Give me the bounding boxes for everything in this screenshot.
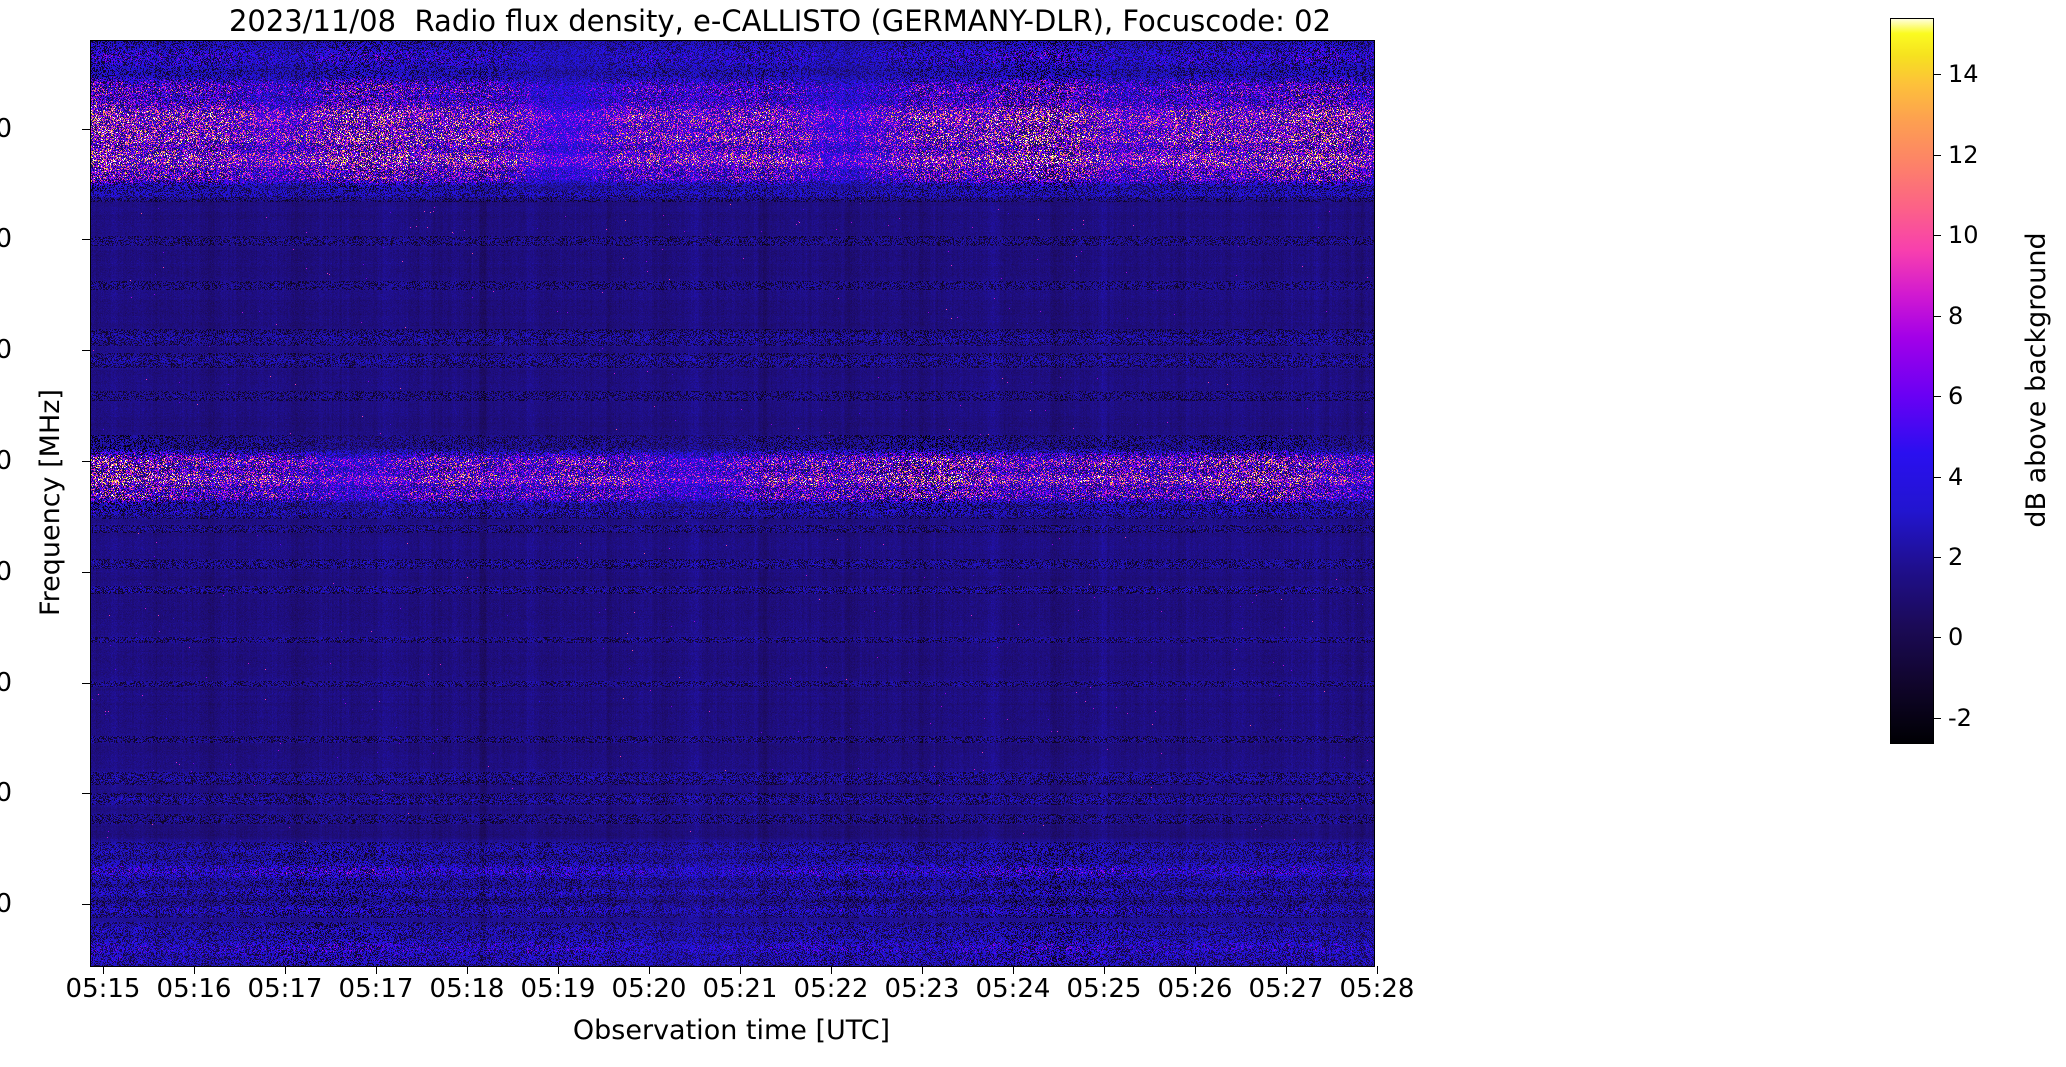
x-tick-mark (1104, 966, 1105, 974)
y-tick-label: 400 (0, 556, 12, 587)
x-tick-label: 05:27 (1248, 974, 1324, 1004)
colorbar-tick-label: 4 (1948, 462, 1964, 491)
x-tick-label: 05:23 (884, 974, 960, 1004)
y-tick-mark (82, 350, 90, 352)
colorbar-tick-label: 12 (1948, 140, 1979, 169)
x-tick-label: 05:28 (1339, 974, 1415, 1004)
x-tick-mark (194, 966, 195, 974)
x-tick-label: 05:18 (429, 974, 505, 1004)
y-tick-label: 700 (0, 224, 12, 255)
y-tick-mark (82, 460, 90, 462)
spectrogram-plot-area (90, 40, 1375, 967)
y-tick-label: 200 (0, 778, 12, 809)
y-tick-label: 300 (0, 667, 12, 698)
x-tick-mark (558, 966, 559, 974)
x-tick-mark (1286, 966, 1287, 974)
colorbar-tick-mark (1933, 556, 1941, 558)
colorbar-tick-mark (1933, 717, 1941, 719)
x-tick-mark (285, 966, 286, 974)
colorbar-tick-mark (1933, 154, 1941, 156)
y-tick-label: 800 (0, 113, 12, 144)
colorbar-tick-mark (1933, 396, 1941, 398)
x-tick-label: 05:15 (65, 974, 141, 1004)
x-tick-label: 05:19 (520, 974, 596, 1004)
x-tick-label: 05:20 (611, 974, 687, 1004)
y-tick-mark (82, 571, 90, 573)
colorbar-gradient (1891, 19, 1933, 743)
y-tick-mark (82, 682, 90, 684)
x-tick-label: 05:16 (156, 974, 232, 1004)
y-tick-label: 600 (0, 335, 12, 366)
x-tick-label: 05:21 (702, 974, 778, 1004)
x-tick-mark (740, 966, 741, 974)
colorbar-tick-label: 0 (1948, 623, 1964, 652)
y-tick-mark (82, 904, 90, 906)
colorbar-tick-mark (1933, 235, 1941, 237)
y-tick-label: 500 (0, 445, 12, 476)
colorbar-tick-label: 14 (1948, 60, 1979, 89)
x-tick-label: 05:22 (793, 974, 869, 1004)
x-axis-label: Observation time [UTC] (572, 1015, 891, 1046)
x-tick-label: 05:17 (338, 974, 414, 1004)
colorbar-tick-mark (1933, 74, 1941, 76)
x-tick-mark (103, 966, 104, 974)
colorbar-tick-label: 10 (1948, 221, 1979, 250)
page-title: 2023/11/08 Radio flux density, e-CALLIST… (228, 4, 1332, 38)
y-tick-label: 100 (0, 889, 12, 920)
y-tick-mark (82, 793, 90, 795)
spectrogram-image (91, 41, 1374, 966)
colorbar (1890, 18, 1934, 744)
colorbar-tick-label: -2 (1948, 703, 1972, 732)
colorbar-tick-mark (1933, 476, 1941, 478)
colorbar-tick-label: 2 (1948, 542, 1964, 571)
colorbar-tick-mark (1933, 315, 1941, 317)
colorbar-tick-label: 8 (1948, 301, 1964, 330)
colorbar-label: dB above background (2021, 232, 2052, 528)
y-tick-mark (82, 239, 90, 241)
x-tick-mark (1013, 966, 1014, 974)
x-tick-label: 05:17 (247, 974, 323, 1004)
x-tick-mark (1195, 966, 1196, 974)
x-tick-label: 05:26 (1157, 974, 1233, 1004)
x-tick-mark (831, 966, 832, 974)
colorbar-tick-label: 6 (1948, 382, 1964, 411)
x-tick-mark (376, 966, 377, 974)
x-tick-label: 05:25 (1066, 974, 1142, 1004)
x-tick-mark (922, 966, 923, 974)
x-tick-label: 05:24 (975, 974, 1051, 1004)
x-tick-mark (1377, 966, 1378, 974)
colorbar-tick-mark (1933, 637, 1941, 639)
x-tick-mark (649, 966, 650, 974)
x-tick-mark (467, 966, 468, 974)
y-tick-mark (82, 128, 90, 130)
y-axis-label: Frequency [MHz] (35, 389, 66, 616)
